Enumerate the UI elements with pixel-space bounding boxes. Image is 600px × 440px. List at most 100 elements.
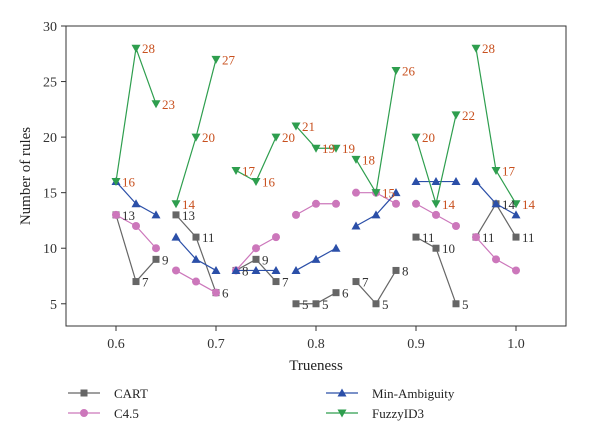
plot-frame bbox=[65, 25, 567, 327]
data-label: 17 bbox=[242, 163, 256, 178]
series-cart bbox=[112, 200, 520, 308]
data-label: 20 bbox=[282, 130, 295, 145]
data-point bbox=[271, 265, 281, 274]
data-point bbox=[211, 265, 221, 274]
data-label: 15 bbox=[382, 186, 395, 201]
data-point bbox=[352, 188, 360, 197]
data-label: 28 bbox=[142, 41, 155, 56]
chart-axes: 0.6 0.7 0.8 0.9 1.0 5 10 15 20 25 30 bbox=[43, 20, 567, 352]
data-point bbox=[111, 178, 121, 187]
data-label: 21 bbox=[302, 119, 315, 134]
data-label: 7 bbox=[362, 275, 369, 290]
data-label: 6 bbox=[222, 286, 229, 301]
data-point bbox=[191, 133, 201, 142]
data-label: 8 bbox=[402, 263, 409, 278]
data-point bbox=[512, 266, 520, 275]
data-point bbox=[411, 133, 421, 142]
series-line bbox=[115, 48, 157, 182]
data-point bbox=[392, 266, 400, 274]
data-point bbox=[231, 166, 241, 175]
data-point bbox=[251, 178, 261, 187]
legend-item-fuzzyid3: FuzzyID3 bbox=[326, 406, 424, 421]
y-tick-label: 5 bbox=[50, 298, 57, 313]
data-label: 9 bbox=[262, 252, 269, 267]
data-point bbox=[431, 200, 441, 209]
data-label: 19 bbox=[322, 141, 335, 156]
data-label: 9 bbox=[162, 252, 169, 267]
series-line bbox=[355, 70, 397, 195]
data-point bbox=[451, 111, 461, 120]
data-point bbox=[331, 144, 341, 153]
data-label: 14 bbox=[522, 197, 536, 212]
data-point bbox=[152, 244, 160, 253]
x-tick-label: 0.9 bbox=[407, 337, 425, 352]
data-point bbox=[392, 199, 400, 208]
data-label: 5 bbox=[382, 297, 389, 312]
y-tick-label: 20 bbox=[43, 131, 57, 146]
data-point bbox=[511, 210, 521, 219]
data-label: 27 bbox=[222, 52, 236, 67]
series-c4-5 bbox=[112, 188, 520, 297]
y-tick-label: 10 bbox=[43, 242, 57, 257]
data-label: 19 bbox=[342, 141, 355, 156]
data-label: 14 bbox=[442, 197, 456, 212]
data-point bbox=[492, 255, 500, 264]
data-point bbox=[131, 44, 141, 53]
data-point bbox=[292, 300, 300, 308]
data-point bbox=[351, 155, 361, 164]
data-point bbox=[132, 278, 140, 286]
data-point bbox=[271, 133, 281, 142]
data-label: 7 bbox=[142, 275, 149, 290]
data-point bbox=[172, 211, 180, 219]
data-label: 11 bbox=[522, 230, 535, 245]
series-line bbox=[475, 48, 517, 205]
data-label: 17 bbox=[502, 163, 516, 178]
series-min-ambiguity bbox=[111, 177, 521, 274]
data-label: 14 bbox=[502, 197, 516, 212]
data-point bbox=[171, 200, 181, 209]
data-label: 28 bbox=[482, 41, 495, 56]
data-point bbox=[191, 254, 201, 263]
data-label: 8 bbox=[242, 263, 249, 278]
data-point bbox=[472, 233, 480, 242]
data-point bbox=[332, 289, 340, 297]
data-point bbox=[212, 288, 220, 297]
data-label: 16 bbox=[262, 175, 276, 190]
series-fuzzyid3 bbox=[111, 44, 521, 209]
data-point bbox=[292, 210, 300, 219]
data-label: 7 bbox=[282, 275, 289, 290]
legend-label: FuzzyID3 bbox=[372, 406, 424, 421]
data-point bbox=[451, 177, 461, 186]
data-point bbox=[412, 233, 420, 241]
data-point bbox=[211, 55, 221, 64]
data-label: 26 bbox=[402, 63, 416, 78]
legend-label: C4.5 bbox=[114, 406, 139, 421]
data-point bbox=[371, 210, 381, 219]
legend-marker bbox=[337, 388, 347, 397]
data-label: 18 bbox=[362, 152, 375, 167]
data-point bbox=[512, 233, 520, 241]
data-point bbox=[352, 278, 360, 286]
x-tick-label: 0.8 bbox=[307, 337, 325, 352]
legend-item-cart: CART bbox=[68, 386, 148, 401]
data-point bbox=[312, 300, 320, 308]
data-point bbox=[231, 265, 241, 274]
data-label: 20 bbox=[202, 130, 215, 145]
data-point bbox=[291, 265, 301, 274]
data-label: 13 bbox=[182, 208, 195, 223]
data-label: 5 bbox=[322, 297, 329, 312]
data-point bbox=[491, 199, 501, 208]
x-tick-label: 0.6 bbox=[107, 337, 125, 352]
data-point bbox=[112, 210, 120, 219]
data-label: 11 bbox=[482, 230, 495, 245]
y-axis-title: Number of rules bbox=[18, 127, 34, 225]
series-line bbox=[415, 114, 457, 207]
data-point bbox=[432, 210, 440, 219]
data-point bbox=[471, 44, 481, 53]
data-point bbox=[511, 200, 521, 209]
data-point bbox=[372, 300, 380, 308]
data-point bbox=[272, 233, 280, 242]
data-point bbox=[332, 199, 340, 208]
data-label: 10 bbox=[442, 241, 455, 256]
